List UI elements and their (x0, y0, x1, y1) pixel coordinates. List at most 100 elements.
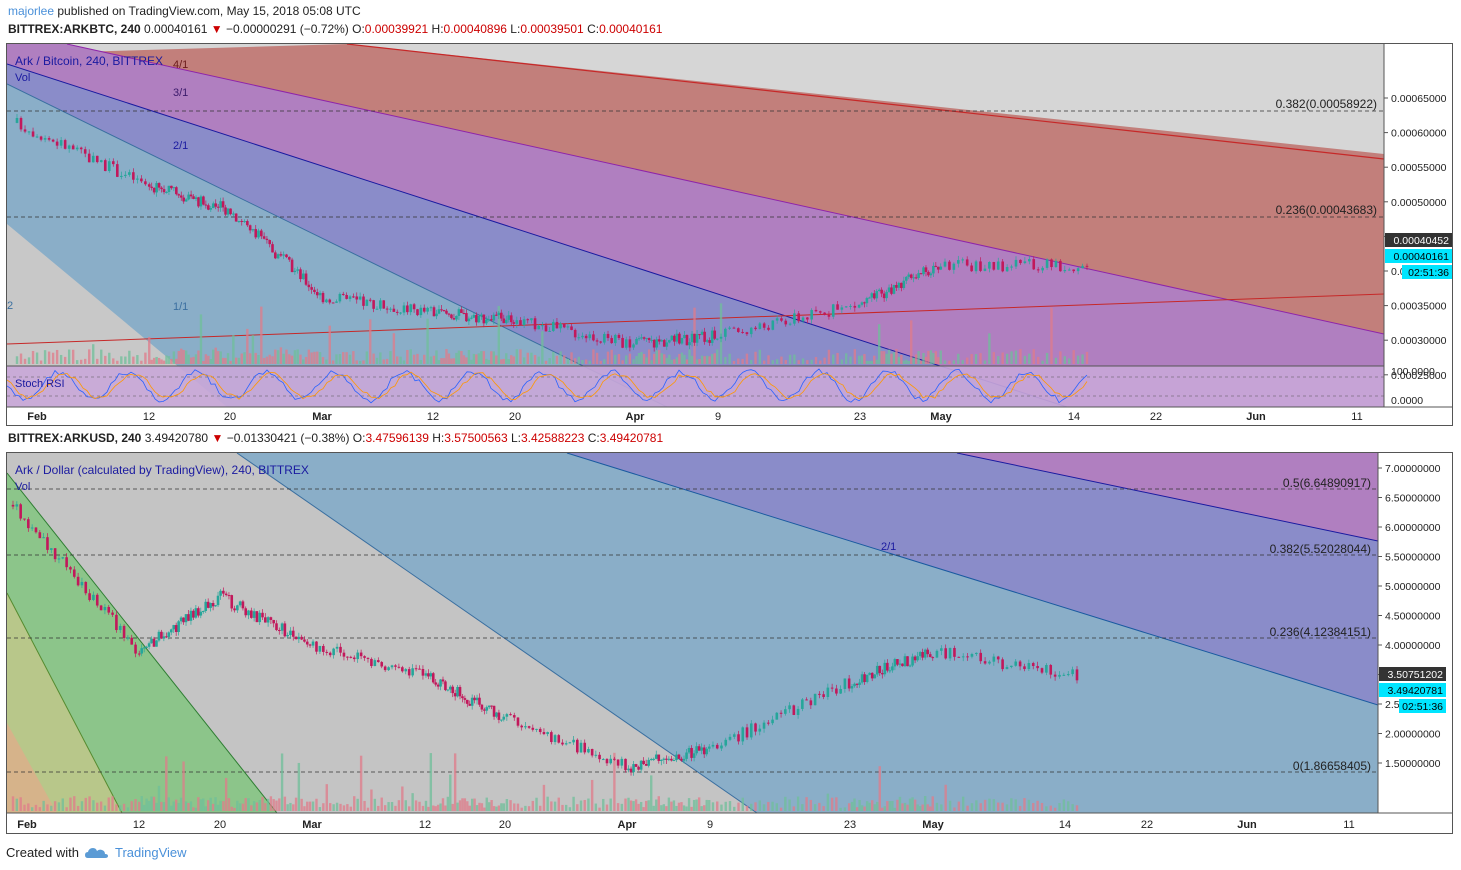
candle-body (535, 728, 538, 730)
top-symbol: BITTREX:ARKBTC, 240 (8, 22, 141, 36)
volume-bar (708, 356, 711, 364)
candle-body (325, 299, 328, 303)
author-link[interactable]: majorlee (8, 4, 55, 18)
candle-body (551, 321, 555, 331)
candle-body (229, 208, 232, 215)
candle-body (453, 693, 457, 697)
volume-bar (306, 801, 309, 811)
volume-bar (1014, 799, 1017, 811)
bottom-high: 3.57500563 (444, 431, 508, 445)
volume-bar (885, 353, 888, 364)
bfan-line-green[interactable] (7, 472, 278, 813)
fan-line-4-1[interactable] (346, 44, 1384, 160)
candle-body (189, 194, 193, 197)
candle-body (639, 760, 643, 770)
candle-body (897, 282, 901, 288)
candle-body (111, 612, 114, 615)
volume-bar (505, 353, 508, 364)
candle-body (728, 736, 732, 740)
candle-body (512, 715, 516, 718)
volume-bar (983, 799, 987, 811)
x-tick-label: 12 (133, 819, 145, 831)
fan-line-1-1[interactable] (7, 83, 668, 407)
fan-line-3-1[interactable] (66, 44, 1384, 335)
volume-bar (992, 352, 996, 364)
volume-bar (732, 360, 736, 364)
candle-body (907, 274, 911, 277)
l-label: L: (510, 22, 521, 36)
volume-bar (780, 356, 783, 364)
candle-body (568, 742, 572, 744)
candle-body (362, 296, 365, 306)
candle-body (165, 191, 168, 193)
volume-bar (462, 355, 466, 364)
candle-body (482, 314, 486, 324)
volume-bar (475, 805, 479, 811)
candle-body (566, 326, 570, 328)
volume-bar (888, 801, 892, 811)
candle-body (227, 595, 231, 597)
candle-body (903, 656, 907, 667)
bfan-line-2-1[interactable] (566, 453, 1378, 706)
volume-bar (150, 359, 153, 364)
candle-body (603, 333, 606, 343)
volume-bar (124, 356, 127, 364)
bottom-chart-svg[interactable]: Ark / Dollar (calculated by TradingView)… (7, 453, 1452, 833)
volume-bar (675, 805, 678, 811)
candle-body (103, 606, 107, 611)
volume-bar (929, 350, 933, 364)
candle-body (887, 287, 891, 292)
volume-bar (243, 352, 246, 364)
candle-body (480, 314, 483, 316)
candle-body (728, 327, 731, 329)
volume-bar (871, 800, 874, 811)
candle-body (75, 147, 79, 150)
candle-body (244, 608, 248, 616)
candle-body (315, 641, 318, 652)
bfan-line-olive[interactable] (7, 592, 123, 813)
candle-body (407, 669, 411, 676)
candle-body (232, 213, 235, 215)
c-label: C: (587, 431, 600, 445)
candle-body (230, 595, 234, 609)
candle-body (402, 305, 406, 313)
volume-bar (737, 802, 740, 811)
tradingview-brand-link[interactable]: TradingView (114, 845, 187, 860)
volume-bar (485, 797, 488, 811)
candle-body (758, 323, 762, 330)
candle-body (457, 309, 461, 316)
candle-body (444, 681, 447, 691)
candle-body (132, 172, 135, 180)
candle-body (1031, 663, 1035, 667)
candle-body (609, 758, 612, 764)
bfan-line-1-1[interactable] (236, 453, 758, 813)
volume-bar (891, 801, 894, 811)
volume-bar (708, 800, 711, 811)
volume-bar (516, 803, 520, 811)
bfan-line-3-1[interactable] (956, 453, 1378, 542)
candle-body (843, 678, 847, 689)
y-tick-label: 5.50000000 (1385, 552, 1441, 564)
candle-body (269, 617, 273, 620)
volume-bar (711, 802, 715, 811)
bottom-legend-title: Ark / Dollar (calculated by TradingView)… (15, 463, 309, 477)
candle-body (234, 213, 238, 222)
candle-body (299, 269, 302, 280)
volume-bar (625, 355, 628, 364)
volume-bar (970, 803, 974, 811)
candle-body (1063, 270, 1067, 272)
volume-bar (418, 801, 421, 811)
volume-bar (635, 355, 638, 364)
candle-body (700, 747, 703, 751)
candle-body (184, 199, 188, 202)
candle-body (199, 196, 203, 207)
volume-bar (71, 349, 75, 364)
volume-bar (970, 354, 973, 364)
candle-body (1075, 669, 1079, 681)
candle-body (487, 705, 491, 708)
fan-line-2-1[interactable] (7, 63, 1068, 407)
top-chart-svg[interactable]: Ark / Bitcoin, 240, BITTREX Vol 4/1 3/1 … (7, 44, 1452, 425)
candle-body (437, 309, 441, 314)
volume-bar (912, 357, 915, 364)
volume-bar (512, 356, 515, 364)
